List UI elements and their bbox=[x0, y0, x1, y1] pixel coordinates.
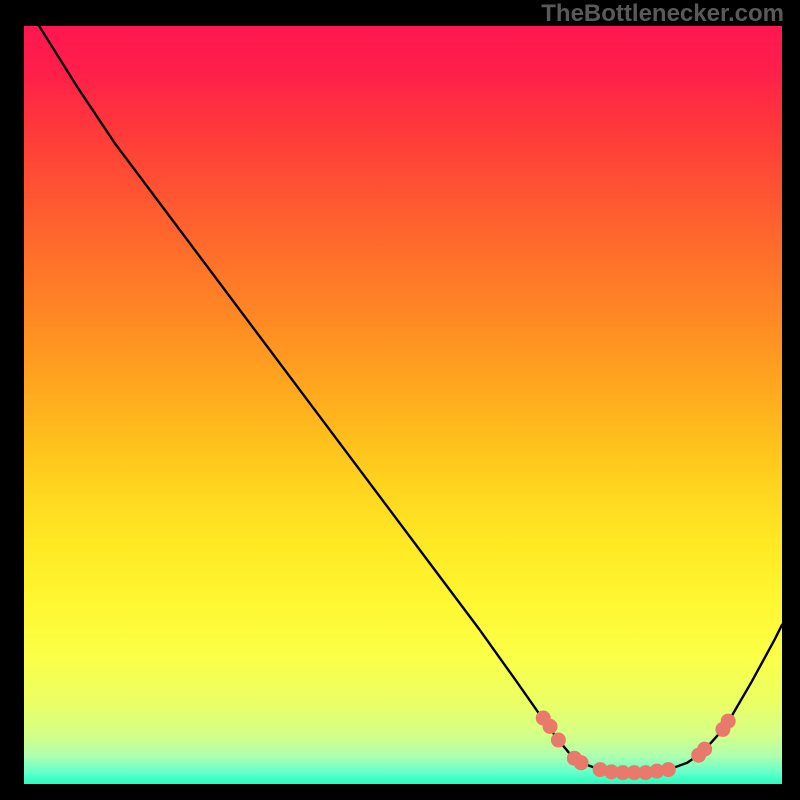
curve-marker bbox=[721, 714, 736, 729]
bottleneck-curve bbox=[39, 26, 782, 773]
plot-area bbox=[22, 24, 784, 786]
curve-marker bbox=[551, 733, 566, 748]
curve-markers bbox=[536, 711, 736, 781]
watermark-text: TheBottlenecker.com bbox=[541, 0, 784, 28]
curve-marker bbox=[697, 742, 712, 757]
chart-frame: TheBottlenecker.com bbox=[0, 0, 800, 800]
curve-marker bbox=[543, 719, 558, 734]
curve-marker bbox=[661, 762, 676, 777]
curve-layer bbox=[24, 26, 782, 784]
curve-marker bbox=[574, 755, 589, 770]
